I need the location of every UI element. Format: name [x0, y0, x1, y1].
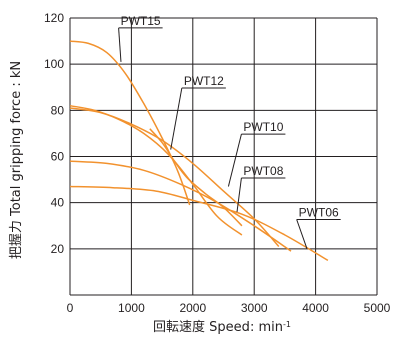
series-label-leader-pwt12: [170, 87, 183, 150]
grid-lines: [69, 17, 378, 296]
series-label-leader-pwt15: [118, 27, 122, 62]
curve-pwt12-1: [69, 104, 243, 236]
curve-pwt10-3: [69, 107, 280, 247]
y-tick-label-40: 40: [51, 196, 65, 210]
x-tick-label-0: 0: [67, 301, 74, 315]
x-tick-label-1000: 1000: [118, 301, 145, 315]
series-label-pwt10: PWT10: [243, 120, 283, 134]
curve-pwt06-5: [69, 185, 329, 262]
x-tick-labels: 0 1000 2000 3000 4000 5000: [67, 301, 391, 315]
x-axis-title: 回転速度 Speed: min-1: [153, 319, 291, 335]
x-tick-label-4000: 4000: [302, 301, 329, 315]
series-label-pwt08: PWT08: [243, 164, 283, 178]
curve-pwt08-4: [69, 160, 292, 252]
series-label-pwt15: PWT15: [121, 14, 161, 28]
series-label-leader-pwt08: [236, 177, 242, 212]
x-tick-label-2000: 2000: [179, 301, 206, 315]
curve-pwt15-0: [69, 40, 191, 206]
series-label-pwt06: PWT06: [299, 206, 339, 220]
y-tick-label-80: 80: [51, 103, 65, 117]
series-label-leader-pwt10: [227, 133, 242, 187]
curve-pwt12-2: [149, 128, 243, 227]
x-axis-title-main: 回転速度 Speed: [153, 319, 250, 335]
y-tick-label-20: 20: [51, 242, 65, 256]
x-tick-label-3000: 3000: [241, 301, 268, 315]
series-labels: PWT15 PWT12 PWT10 PWT08 PWT06: [118, 14, 341, 249]
curves: [69, 40, 329, 262]
x-axis-title-unit: min: [258, 320, 283, 335]
x-tick-label-5000: 5000: [364, 301, 391, 315]
y-tick-label-120: 120: [44, 11, 64, 25]
series-label-leader-pwt06: [296, 219, 308, 249]
y-tick-label-60: 60: [51, 150, 65, 164]
y-axis-title: 把握力 Total gripping force : kN: [9, 61, 24, 259]
series-label-pwt12: PWT12: [184, 74, 224, 88]
y-tick-labels: 20 40 60 80 100 120: [44, 11, 64, 256]
y-tick-label-100: 100: [44, 57, 64, 71]
x-axis-title-unit-sup: -1: [283, 320, 291, 329]
